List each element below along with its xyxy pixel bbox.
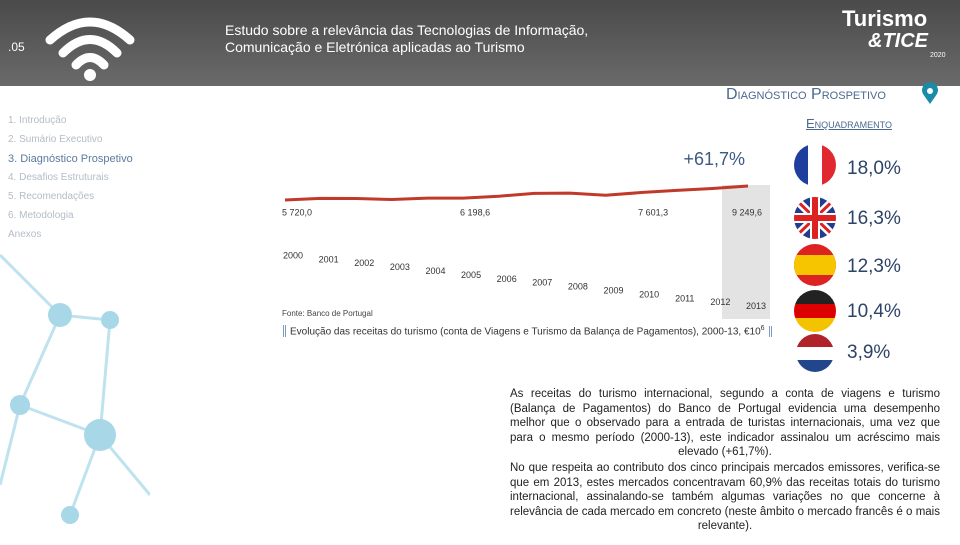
slide-number: .05 (8, 40, 25, 54)
market-share: 12,3% (847, 256, 901, 277)
menu: 1. Introdução 2. Sumário Executivo 3. Diag… (8, 115, 133, 248)
source: Fonte: Banco de Portugal (282, 309, 373, 318)
section-title: Diagnóstico Prospetivo (726, 86, 886, 103)
x-tick-label: 2009 (604, 285, 624, 295)
market-share: 3,9% (847, 342, 891, 363)
logo-top: Turismo (842, 6, 928, 31)
value-label: 9 249,6 (732, 207, 762, 217)
line (284, 184, 749, 202)
menu-item[interactable]: 6. Metodologia (8, 210, 74, 221)
caption: Evolução das receitas do turismo (conta … (290, 326, 761, 338)
subsection-title: Enquadramento (806, 116, 893, 131)
x-tick-label: 2008 (568, 282, 588, 292)
x-tick-label: 2002 (354, 258, 374, 268)
x-tick-label: 2007 (532, 278, 552, 288)
annotation: +61,7% (683, 149, 745, 169)
caption-sup: 6 (760, 325, 765, 332)
value-label: 5 720,0 (282, 207, 312, 217)
chart-caption: Evolução das receitas do turismo (conta … (283, 325, 772, 338)
paragraph: As receitas do turismo internacional, se… (510, 388, 940, 458)
header-title: Estudo sobre a relevância das Tecnologia… (225, 22, 588, 56)
flags (794, 144, 836, 372)
logo-year: 2020 (930, 52, 946, 59)
x-tick-label: 2000 (283, 250, 303, 260)
network-graphic (0, 253, 150, 524)
x-tick-label: 2003 (390, 262, 410, 272)
menu-item[interactable]: 2. Sumário Executivo (8, 134, 103, 145)
market-share: 10,4% (847, 301, 901, 322)
value-label: 6 198,6 (460, 207, 490, 217)
paragraph: No que respeita ao contributo dos cinco … (510, 462, 940, 532)
logo-bottom: &TICE (868, 30, 928, 52)
wifi-icon (45, 17, 135, 81)
highlight-band (722, 185, 770, 319)
header-band (0, 0, 960, 86)
market-share: 18,0% (847, 158, 901, 179)
x-tick-label: 2004 (425, 266, 445, 276)
x-tick-label: 2011 (675, 293, 694, 303)
x-tick-label: 2005 (461, 270, 481, 280)
menu-item[interactable]: 5. Recomendações (8, 191, 95, 202)
market-share: 16,3% (847, 208, 901, 229)
menu-item[interactable]: 1. Introdução (8, 115, 67, 126)
chart: +61,7% Fonte: Banco de Portugal 2000 5 72… (282, 149, 770, 319)
menu-item[interactable]: 3. Diagnóstico Prospetivo (8, 153, 133, 165)
title-line: Estudo sobre a relevância das Tecnologia… (225, 22, 589, 38)
x-tick-label: 2001 (319, 254, 339, 264)
value-label: 7 601,3 (638, 207, 668, 217)
pin-icon (922, 82, 938, 104)
x-tick-label: 2006 (497, 274, 517, 284)
menu-item[interactable]: Anexos (8, 229, 42, 240)
x-tick-label: 2013 (746, 301, 766, 311)
x-tick-label: 2010 (639, 289, 659, 299)
menu-item[interactable]: 4. Desafios Estruturais (8, 172, 109, 183)
x-tick-label: 2012 (710, 297, 730, 307)
title-line: Comunicação e Eletrónica aplicadas ao Tu… (225, 39, 525, 55)
